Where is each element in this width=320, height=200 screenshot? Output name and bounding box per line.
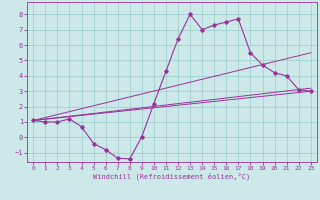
- X-axis label: Windchill (Refroidissement éolien,°C): Windchill (Refroidissement éolien,°C): [93, 173, 251, 180]
